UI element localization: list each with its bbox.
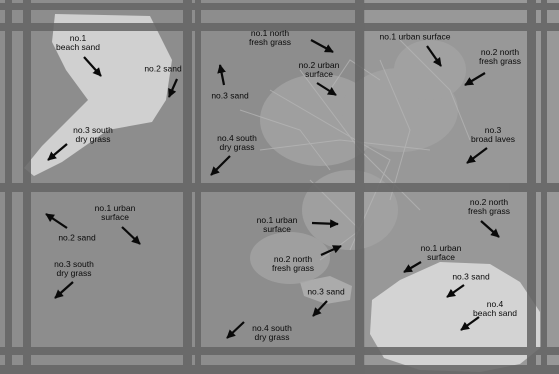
map-label-beach-sand-4: no.4 beach sand [473, 299, 517, 318]
arrow-broad-laves-3 [466, 147, 488, 164]
arrow-urban-surface-1-top [426, 45, 442, 67]
map-label-beach-sand-1: no.1 beach sand [56, 33, 100, 52]
water-area-southeast [370, 262, 540, 372]
arrow-north-fresh-grass-2-top [464, 72, 486, 86]
inlet [300, 276, 352, 304]
map-label-north-fresh-grass-2-center: no.2 north fresh grass [271, 254, 315, 273]
arrow-sand-2-top [167, 78, 179, 98]
arrow-south-dry-grass-4-bottom [226, 321, 245, 339]
arrow-south-dry-grass-4-top [210, 155, 231, 176]
map-label-sand-2-left: no.2 sand [58, 232, 96, 243]
map-label-urban-surface-2-top: no.2 urban surface [298, 60, 340, 79]
arrow-north-fresh-grass-2-center [320, 244, 342, 257]
arrow-urban-surface-2-top [316, 82, 337, 96]
arrow-north-fresh-grass-1 [310, 39, 334, 53]
water-area-northwest [24, 14, 172, 176]
arrow-sand-3-top [217, 64, 226, 86]
arrow-sand-3-bottom-right [446, 284, 465, 298]
map-label-south-dry-grass-4-top: no.4 south dry grass [217, 133, 257, 152]
arrow-urban-surface-1-left [121, 226, 141, 245]
map-label-south-dry-grass-4-bottom: no.4 south dry grass [252, 323, 292, 342]
map-label-urban-surface-1-top: no.1 urban surface [379, 31, 451, 42]
arrow-north-fresh-grass-2-right [480, 220, 500, 238]
street-network [239, 39, 471, 261]
map-label-urban-surface-1-right: no.1 urban surface [420, 243, 462, 262]
map-label-broad-laves-3: no.3 broad laves [471, 125, 515, 144]
arrow-urban-surface-1-center [311, 219, 339, 229]
arrow-sand-3-bottom [312, 300, 328, 317]
map-label-sand-3-bottom: no.3 sand [307, 286, 345, 297]
map-label-north-fresh-grass-1: no.1 north fresh grass [248, 28, 292, 47]
map-label-sand-2-top: no.2 sand [144, 63, 182, 74]
arrow-beach-sand-1 [83, 56, 102, 77]
arrow-south-dry-grass-3-left [54, 281, 74, 299]
map-label-north-fresh-grass-2-top: no.2 north fresh grass [478, 47, 522, 66]
arrow-sand-2-left [45, 213, 68, 229]
map-label-urban-surface-1-center: no.1 urban surface [256, 215, 298, 234]
arrow-beach-sand-4 [460, 316, 480, 331]
arrow-urban-surface-1-right [403, 261, 422, 273]
map-label-north-fresh-grass-2-right: no.2 north fresh grass [467, 197, 511, 216]
map-label-south-dry-grass-3-left: no.3 south dry grass [54, 259, 94, 278]
map-label-sand-3-bottom-right: no.3 sand [452, 271, 490, 282]
arrow-south-dry-grass-3-top [47, 143, 68, 161]
map-label-sand-3-top: no.3 sand [211, 90, 249, 101]
map-label-south-dry-grass-3-top: no.3 south dry grass [73, 125, 113, 144]
map-label-urban-surface-1-left: no.1 urban surface [94, 203, 136, 222]
town-area [250, 40, 466, 284]
arrow-layer [45, 39, 500, 339]
